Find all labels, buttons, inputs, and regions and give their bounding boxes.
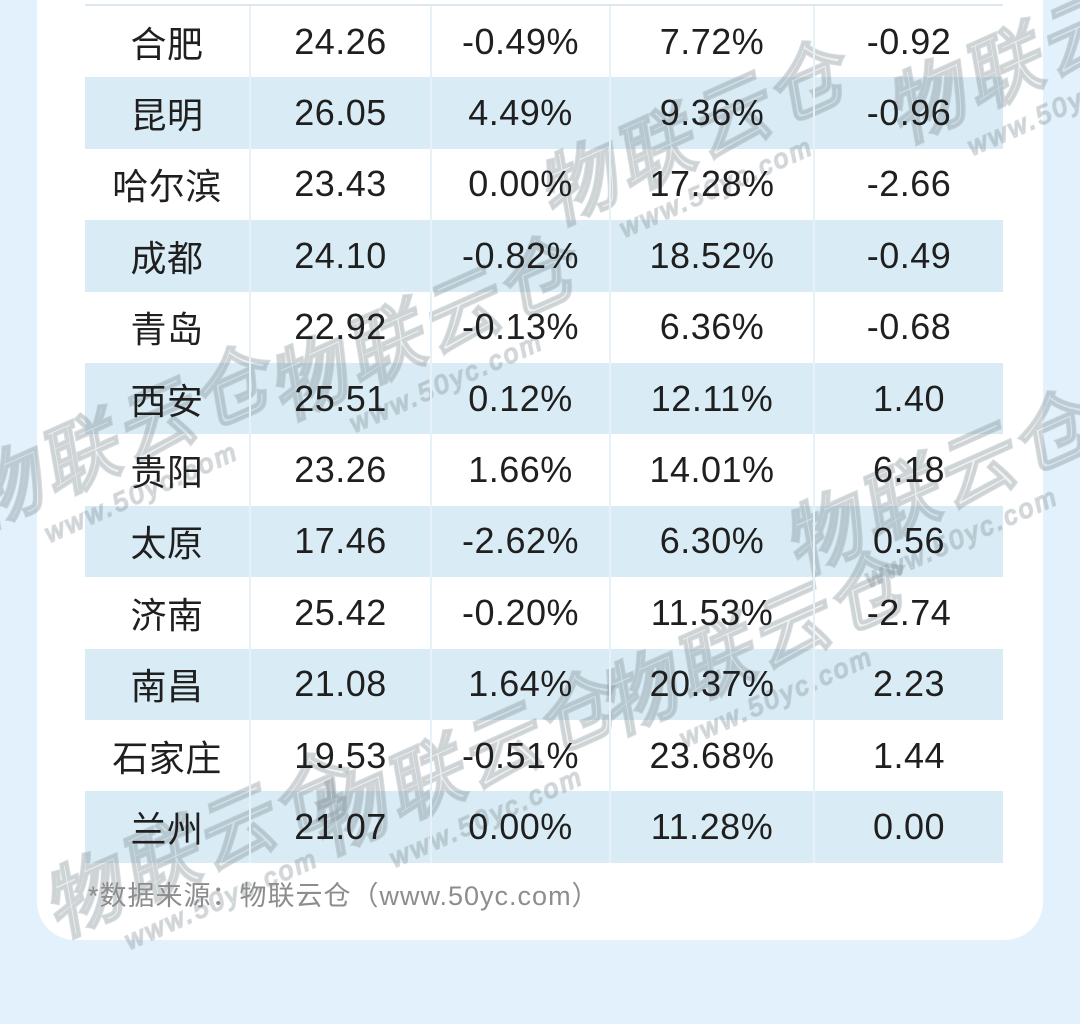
value-cell: 17.28% — [609, 148, 813, 221]
value-cell: 19.53 — [249, 719, 430, 792]
value-cell: -0.82% — [430, 220, 609, 292]
value-cell: 2.23 — [813, 648, 1003, 720]
table-row: 昆明 26.05 4.49% 9.36% -0.96 — [85, 77, 1003, 149]
value-cell: -2.62% — [430, 505, 609, 578]
value-cell: 0.00% — [430, 791, 609, 863]
city-cell: 济南 — [130, 594, 204, 636]
city-cell: 石家庄 — [112, 737, 222, 779]
table-card — [37, 0, 1043, 940]
value-cell: 9.36% — [609, 77, 813, 149]
value-cell: 24.26 — [249, 6, 430, 78]
table-row: 青岛 22.92 -0.13% 6.36% -0.68 — [85, 291, 1003, 363]
value-cell: 21.07 — [249, 791, 430, 863]
value-cell: 6.18 — [813, 434, 1003, 506]
value-cell: 1.40 — [813, 362, 1003, 435]
value-cell: 12.11% — [609, 362, 813, 435]
value-cell: 0.56 — [813, 505, 1003, 578]
value-cell: 0.00 — [813, 791, 1003, 863]
value-cell: 0.00% — [430, 148, 609, 221]
value-cell: 22.92 — [249, 291, 430, 363]
value-cell: -0.68 — [813, 291, 1003, 363]
table-row: 西安 25.51 0.12% 12.11% 1.40 — [85, 362, 1003, 435]
value-cell: 1.44 — [813, 719, 1003, 792]
table-row: 合肥 24.26 -0.49% 7.72% -0.92 — [85, 6, 1003, 78]
value-cell: -0.49% — [430, 6, 609, 78]
value-cell: 24.10 — [249, 220, 430, 292]
value-cell: 1.64% — [430, 648, 609, 720]
value-cell: 1.66% — [430, 434, 609, 506]
value-cell: -0.20% — [430, 577, 609, 649]
value-cell: 23.68% — [609, 719, 813, 792]
table-row: 石家庄 19.53 -0.51% 23.68% 1.44 — [85, 719, 1003, 792]
value-cell: -2.74 — [813, 577, 1003, 649]
city-cell: 兰州 — [130, 808, 204, 850]
value-cell: 14.01% — [609, 434, 813, 506]
value-cell: -0.92 — [813, 6, 1003, 78]
value-cell: 0.12% — [430, 362, 609, 435]
value-cell: 20.37% — [609, 648, 813, 720]
value-cell: 25.51 — [249, 362, 430, 435]
table-row: 济南 25.42 -0.20% 11.53% -2.74 — [85, 577, 1003, 649]
city-cell: 南昌 — [130, 666, 204, 708]
city-cell: 哈尔滨 — [112, 166, 222, 208]
value-cell: -0.96 — [813, 77, 1003, 149]
city-cell: 青岛 — [130, 309, 204, 351]
value-cell: 18.52% — [609, 220, 813, 292]
city-cell: 西安 — [130, 380, 204, 422]
value-cell: -0.13% — [430, 291, 609, 363]
value-cell: -0.51% — [430, 719, 609, 792]
value-cell: 25.42 — [249, 577, 430, 649]
value-cell: -0.49 — [813, 220, 1003, 292]
data-source-note: *数据来源：物联云仓（www.50yc.com） — [88, 881, 600, 911]
city-cell: 贵阳 — [130, 452, 204, 494]
table-row: 哈尔滨 23.43 0.00% 17.28% -2.66 — [85, 148, 1003, 221]
value-cell: -2.66 — [813, 148, 1003, 221]
city-cell: 太原 — [130, 523, 204, 565]
table-row: 太原 17.46 -2.62% 6.30% 0.56 — [85, 505, 1003, 578]
table-row: 贵阳 23.26 1.66% 14.01% 6.18 — [85, 434, 1003, 506]
value-cell: 4.49% — [430, 77, 609, 149]
value-cell: 6.36% — [609, 291, 813, 363]
table-row: 兰州 21.07 0.00% 11.28% 0.00 — [85, 791, 1003, 863]
table-row: 成都 24.10 -0.82% 18.52% -0.49 — [85, 220, 1003, 292]
value-cell: 11.53% — [609, 577, 813, 649]
city-cell: 合肥 — [130, 23, 204, 65]
value-cell: 23.43 — [249, 148, 430, 221]
previous-row-sliver — [85, 0, 1003, 6]
value-cell: 17.46 — [249, 505, 430, 578]
table-row: 南昌 21.08 1.64% 20.37% 2.23 — [85, 648, 1003, 720]
value-cell: 6.30% — [609, 505, 813, 578]
value-cell: 7.72% — [609, 6, 813, 78]
value-cell: 21.08 — [249, 648, 430, 720]
value-cell: 11.28% — [609, 791, 813, 863]
city-cell: 昆明 — [130, 95, 204, 137]
value-cell: 26.05 — [249, 77, 430, 149]
value-cell: 23.26 — [249, 434, 430, 506]
data-table: 合肥 24.26 -0.49% 7.72% -0.92 昆明 26.05 4.49% 9.36%… — [85, 0, 1003, 863]
city-cell: 成都 — [130, 237, 204, 279]
